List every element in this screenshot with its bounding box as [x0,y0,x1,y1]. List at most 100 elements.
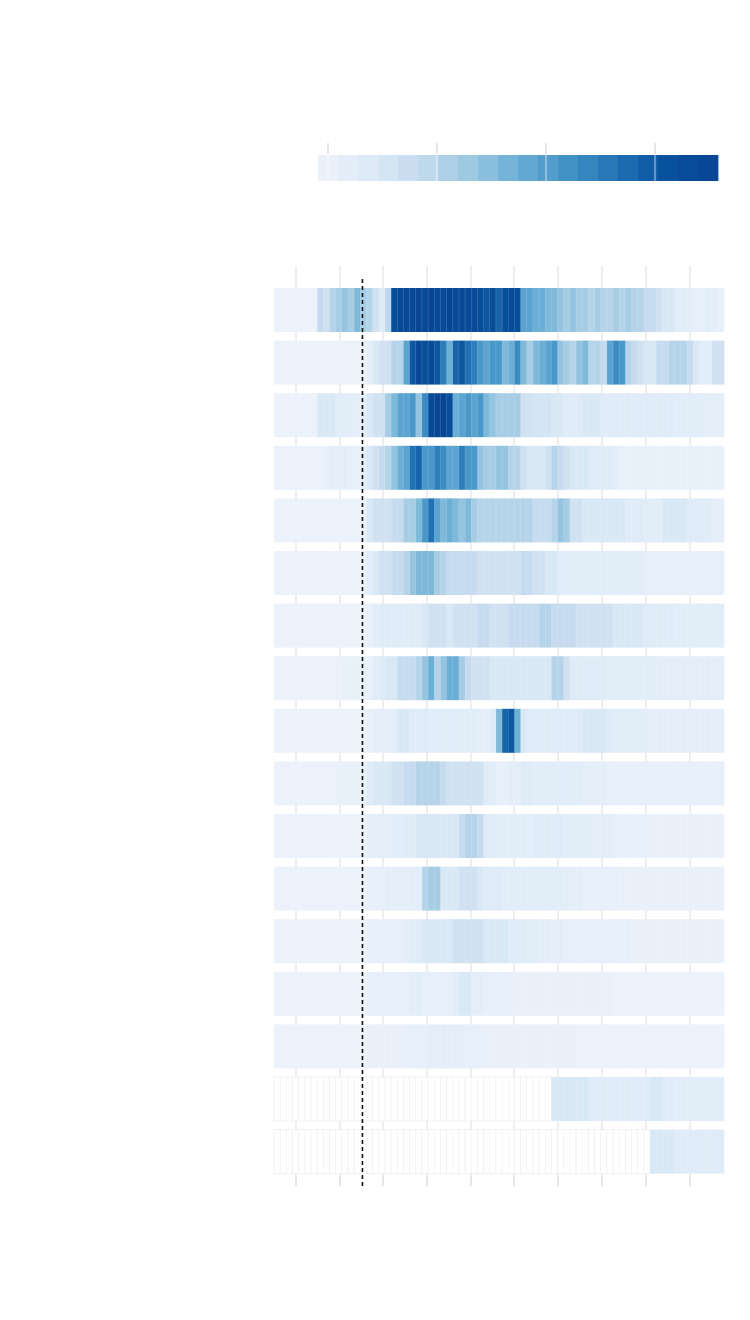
heatmap-cell [557,603,565,648]
heatmap-cell [674,971,682,1016]
heatmap-cell [366,340,373,385]
heatmap-cell [680,814,688,858]
heatmap-cell [594,551,602,595]
heatmap-cell [674,498,682,543]
heatmap-cell [292,708,300,753]
heatmap-cell [446,971,454,1016]
heatmap-cell [452,1024,460,1069]
heatmap-cell [304,393,312,438]
colorbar-step [658,155,679,181]
heatmap-cell [650,393,657,438]
heatmap-cell [606,551,614,595]
heatmap-cell [421,551,429,595]
heatmap-cell [508,761,515,806]
heatmap-cell [551,971,558,1016]
heatmap-cell [298,971,306,1016]
heatmap-cell [502,656,509,701]
heatmap-cell [594,340,602,385]
heatmap-cell [532,919,540,964]
heatmap-cell [372,445,380,490]
heatmap-cell [421,971,429,1016]
heatmap-cell [378,498,386,543]
heatmap-cell [613,708,620,753]
heatmap-cell [397,971,404,1016]
heatmap-cell [280,971,287,1016]
heatmap-cell [415,1129,423,1174]
heatmap-cell [403,708,410,753]
heatmap-cell [693,971,700,1016]
heatmap-cell [588,445,595,490]
heatmap-cell [502,919,509,964]
heatmap-cell [631,656,639,701]
heatmap-cell [544,1129,552,1174]
heatmap-cell [656,445,663,490]
heatmap-cell [286,656,293,701]
heatmap-cell [600,866,608,911]
heatmap-cell [551,1129,558,1174]
heatmap-cell [656,340,663,385]
heatmap-cell [557,340,565,385]
heatmap-cell [551,551,558,595]
heatmap-cell [428,498,435,543]
heatmap-cell [341,498,349,543]
heatmap-cell [372,866,380,911]
heatmap-cell [557,445,565,490]
heatmap-cell [292,498,300,543]
heatmap-cell [384,866,392,911]
heatmap-cell [354,551,361,595]
heatmap-cell [384,1129,392,1174]
heatmap-cell [551,498,558,543]
heatmap-cell [421,761,429,806]
heatmap-cell [674,288,682,332]
heatmap-cell [446,708,454,753]
heatmap-cell [514,814,521,858]
heatmap-cell [360,393,367,438]
heatmap-cell [705,1129,713,1174]
heatmap-cell [674,603,682,648]
heatmap-cell [711,551,719,595]
heatmap-cell [514,340,521,385]
heatmap-cell [323,551,330,595]
heatmap-cell [286,603,293,648]
heatmap-cell [310,919,318,964]
heatmap-cell [625,1024,632,1069]
heatmap-cell [317,919,324,964]
heatmap-cell [304,551,312,595]
heatmap-cell [471,971,478,1016]
heatmap-cell [317,551,324,595]
heatmap-cell [668,498,676,543]
heatmap-cell [274,866,281,911]
heatmap-row [274,814,725,858]
heatmap-cell [323,1024,330,1069]
heatmap-cell [360,866,367,911]
heatmap-cell [588,288,595,332]
heatmap-cell [606,1077,614,1121]
heatmap-cell [693,1077,700,1121]
colorbar-step [338,155,359,181]
heatmap-cell [292,814,300,858]
heatmap-cell [341,761,349,806]
heatmap-cell [514,656,521,701]
heatmap-cell [668,340,676,385]
heatmap-cell [317,814,324,858]
heatmap-cell [662,708,669,753]
heatmap-cell [582,971,589,1016]
heatmap-cell [699,1077,706,1121]
heatmap-cell [569,656,577,701]
heatmap-cell [532,393,540,438]
heatmap-cell [415,814,423,858]
heatmap-cell [304,919,312,964]
heatmap-cell [292,340,300,385]
heatmap-cell [508,340,515,385]
heatmap-cell [711,814,719,858]
heatmap-cell [520,919,528,964]
heatmap-cell [674,393,682,438]
heatmap-cell [421,393,429,438]
heatmap-cell [310,971,318,1016]
heatmap-cell [274,919,281,964]
heatmap-cell [495,498,503,543]
heatmap-cell [403,814,410,858]
heatmap-cell [551,288,558,332]
heatmap-cell [292,761,300,806]
heatmap-cell [366,393,373,438]
